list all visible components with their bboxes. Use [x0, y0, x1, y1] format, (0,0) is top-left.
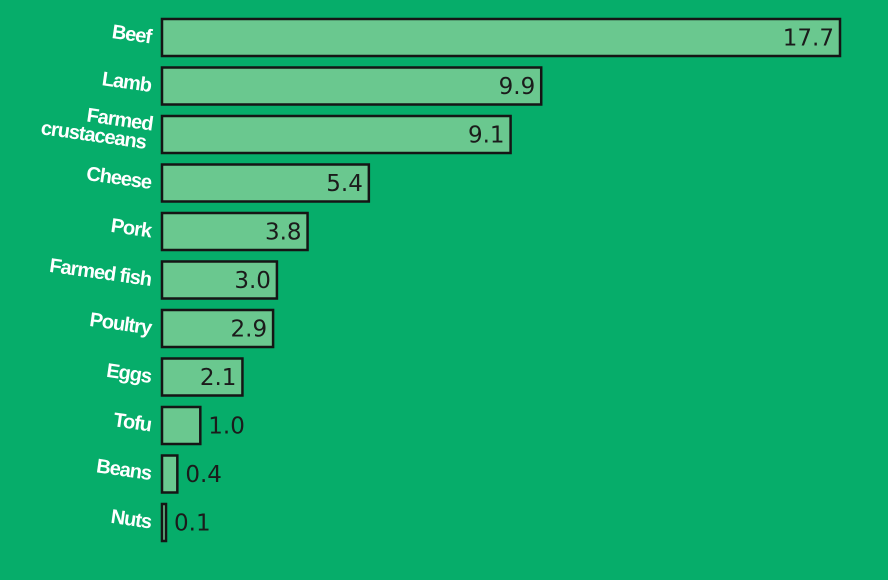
- bar-nuts: [160, 502, 168, 543]
- value-label-tofu: 1.0: [208, 414, 245, 440]
- value-label-farmed-fish: 3.0: [234, 268, 271, 294]
- value-label-lamb: 9.9: [499, 74, 536, 100]
- value-label-poultry: 2.9: [231, 317, 268, 343]
- value-label-farmed-crustaceans: 9.1: [468, 123, 505, 149]
- bar-beef: [160, 17, 842, 58]
- value-label-cheese: 5.4: [326, 171, 363, 197]
- value-label-pork: 3.8: [265, 220, 302, 246]
- value-label-beef: 17.7: [783, 26, 834, 52]
- category-label-tofu: Tofu: [112, 409, 153, 436]
- value-label-beans: 0.4: [185, 462, 222, 488]
- value-label-nuts: 0.1: [174, 511, 211, 537]
- bar-poultry: [160, 308, 275, 349]
- bar-pork: [160, 211, 309, 252]
- bar-farmed-fish: [160, 260, 279, 300]
- bar-farmed-crustaceans: [160, 114, 512, 155]
- bar-lamb: [160, 66, 543, 106]
- bar-tofu: [160, 405, 202, 446]
- bar-beans: [160, 454, 179, 494]
- bar-cheese: [160, 163, 371, 203]
- bar-eggs: [160, 357, 244, 397]
- value-label-eggs: 2.1: [200, 365, 237, 391]
